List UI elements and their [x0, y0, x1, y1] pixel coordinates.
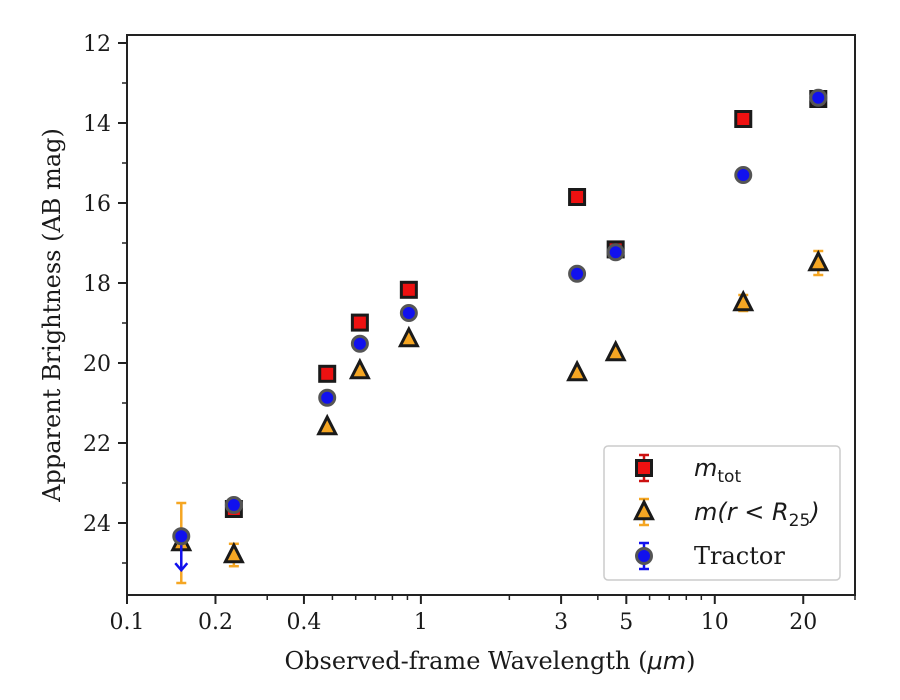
- data-point: [348, 357, 371, 380]
- x-tick-label: 5: [619, 610, 633, 635]
- legend-label: m(r < R25): [694, 498, 820, 531]
- plot-area: [126, 34, 856, 596]
- data-point: [316, 413, 339, 436]
- legend-marker-triangle: [633, 498, 655, 521]
- data-point: [318, 364, 337, 383]
- y-tick-label: 24: [83, 512, 111, 537]
- y-axis-label: Apparent Brightness (AB mag): [38, 128, 66, 503]
- legend-label: Tractor: [694, 542, 785, 570]
- data-point: [399, 304, 418, 322]
- data-point: [399, 280, 418, 299]
- x-tick-label: 3: [554, 610, 568, 635]
- data-point: [604, 339, 627, 362]
- data-point: [350, 334, 369, 353]
- legend-box: [603, 445, 841, 581]
- x-tick-label: 20: [789, 610, 817, 635]
- y-tick-label: 12: [83, 32, 111, 57]
- y-tick-label: 14: [83, 112, 111, 137]
- data-point: [606, 243, 625, 262]
- upper-limit-arrow: [174, 562, 189, 573]
- legend: mtot m(r < R25) Tractor: [603, 445, 841, 581]
- x-tick-label: 0.4: [286, 610, 321, 635]
- data-point: [172, 527, 191, 546]
- data-point: [566, 359, 589, 382]
- data-point: [350, 313, 369, 332]
- legend-marker-square: [635, 459, 653, 477]
- x-tick-label: 0.1: [110, 610, 145, 635]
- y-axis-ticks: 12 14 16 18 20 22 24: [83, 32, 127, 564]
- x-tick-label: 1: [414, 610, 428, 635]
- y-tick-label: 20: [83, 352, 111, 377]
- legend-label: mtot: [694, 454, 741, 487]
- data-point: [734, 166, 753, 184]
- data-point: [568, 264, 587, 283]
- data-point: [568, 188, 587, 206]
- data-point: [318, 388, 337, 407]
- series-circle: [172, 88, 828, 573]
- data-point: [222, 541, 245, 564]
- data-marks: [170, 88, 830, 585]
- data-point: [397, 325, 420, 348]
- y-tick-label: 18: [83, 272, 111, 297]
- data-point: [734, 110, 753, 128]
- data-point: [807, 249, 830, 272]
- data-point: [224, 496, 243, 514]
- x-tick-label: 0.2: [198, 610, 233, 635]
- y-tick-label: 22: [83, 432, 111, 457]
- x-tick-label: 10: [701, 610, 729, 635]
- x-axis-label: Observed-frame Wavelength (μm): [285, 647, 696, 675]
- data-point: [732, 289, 755, 312]
- legend-marker-circle: [635, 547, 653, 565]
- y-tick-label: 16: [83, 192, 111, 217]
- x-axis-ticks: 0.1 0.2 0.4 1 3 5 10 20: [110, 595, 856, 635]
- data-point: [809, 88, 828, 107]
- plot-frame: [126, 34, 856, 596]
